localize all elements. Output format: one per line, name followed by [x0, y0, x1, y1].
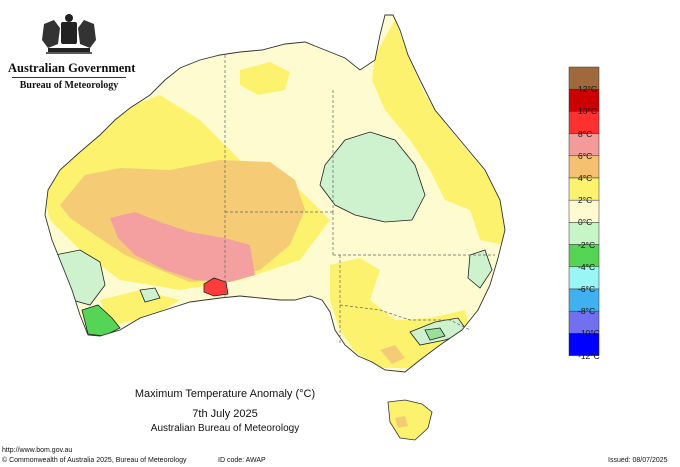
legend-label: 10°C [578, 106, 597, 117]
government-crest [8, 10, 130, 63]
band-minus4-minus2-alps [424, 327, 446, 341]
band-2-4-east-coast [372, 20, 505, 245]
legend-label: 8°C [578, 128, 593, 139]
state-borders [224, 55, 495, 345]
legend-label: 2°C [578, 195, 593, 206]
government-title: Australian Government [8, 61, 136, 75]
legend-label: -6°C [578, 284, 596, 294]
bureau-title: Bureau of Meteorology [19, 80, 119, 91]
map-title: Maximum Temperature Anomaly (°C) [134, 388, 316, 400]
footer-copyright: © Commonwealth of Australia 2025, Bureau… [2, 457, 187, 464]
band-8-10-nullarbor [203, 277, 229, 297]
legend-label: -8°C [578, 306, 596, 317]
legend-label: 0°C [578, 217, 593, 228]
band-2-4-southwest [100, 290, 180, 325]
band-2-4-north [240, 62, 290, 95]
legend-label: 4°C [578, 173, 593, 183]
tasmania-band-4-6 [395, 416, 408, 428]
legend-label: -4°C [578, 261, 596, 272]
map-credit: Australian Bureau of Meteorology [150, 423, 300, 434]
band-6-8-southwest-interior [110, 212, 255, 282]
legend-label: -12°C [578, 350, 600, 361]
band-minus2-0-patch [139, 287, 161, 303]
legend-label: 12°C [578, 84, 597, 95]
legend-label: 6°C [578, 150, 593, 161]
header-divider [12, 77, 126, 78]
legend-label: -10°C [578, 328, 600, 339]
legend-swatch [568, 333, 600, 356]
footer-id-code: ID code: AWAP [218, 457, 266, 464]
tasmania [387, 399, 433, 441]
map-date: 7th July 2025 [192, 408, 258, 420]
coat-of-arms-icon [42, 14, 96, 54]
footer-url-link[interactable]: http://www.bom.gov.au [2, 447, 73, 454]
footer-issued: Issued: 08/07/2025 [608, 457, 668, 464]
band-4-6-victoria [380, 345, 405, 364]
legend-label: -2°C [578, 239, 596, 250]
band-minus2-0-queensland [319, 131, 426, 223]
band-minus2-0-nsw [467, 249, 493, 289]
legend-color-scale [568, 66, 600, 356]
